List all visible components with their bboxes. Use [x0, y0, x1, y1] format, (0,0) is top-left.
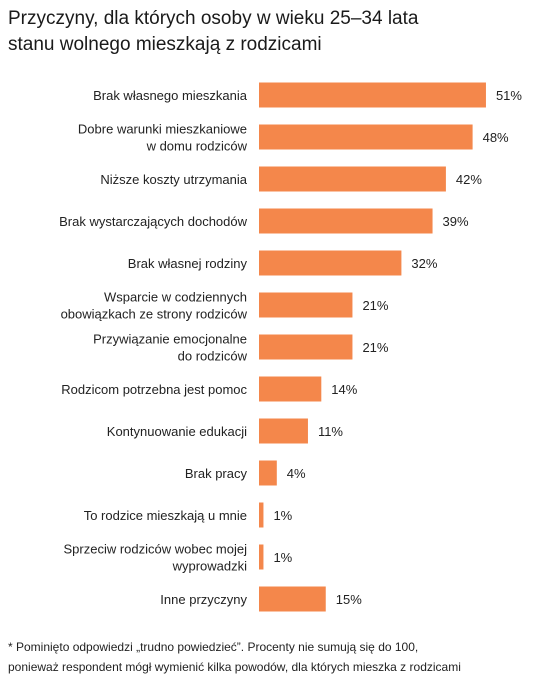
bar-4	[259, 208, 433, 234]
category-label-8: Rodzicom potrzebna jest pomoc	[61, 382, 247, 397]
category-label-line: Kontynuowanie edukacji	[107, 424, 247, 439]
bar-6	[259, 292, 353, 318]
data-label-6: 21%	[362, 298, 388, 313]
category-label-2: Dobre warunki mieszkaniowe w domu rodzicó…	[78, 122, 248, 154]
bar-11	[259, 502, 264, 528]
category-label-1: Brak własnego mieszkania	[93, 88, 248, 103]
data-label-3: 42%	[456, 172, 482, 187]
chart-title: Przyczyny, dla których osoby w wieku 25–…	[8, 6, 528, 58]
category-label-4: Brak wystarczających dochodów	[59, 214, 247, 229]
bar-12	[259, 544, 264, 570]
category-label-line: Dobre warunki mieszkaniowe	[78, 122, 247, 137]
category-label-5: Brak własnej rodziny	[128, 256, 248, 271]
category-label-11: To rodzice mieszkają u mnie	[84, 508, 247, 523]
data-label-1: 51%	[496, 88, 522, 103]
category-label-line: To rodzice mieszkają u mnie	[84, 508, 247, 523]
footnote: * Pominięto odpowiedzi „trudno powiedzie…	[8, 637, 530, 677]
data-label-8: 14%	[331, 382, 357, 397]
data-label-10: 4%	[287, 466, 306, 481]
category-label-line: w domu rodziców	[146, 139, 248, 154]
footnote-line-1: * Pominięto odpowiedzi „trudno powiedzie…	[8, 640, 419, 654]
category-label-7: Przywiązanie emocjonalne do rodziców	[93, 332, 248, 364]
data-label-11: 1%	[273, 508, 292, 523]
data-label-7: 21%	[362, 340, 388, 355]
data-label-12: 1%	[273, 550, 292, 565]
category-label-13: Inne przyczyny	[160, 592, 247, 607]
category-label-9: Kontynuowanie edukacji	[107, 424, 247, 439]
bar-8	[259, 376, 322, 402]
data-label-5: 32%	[411, 256, 437, 271]
category-label-line: do rodziców	[178, 349, 248, 364]
bar-13	[259, 586, 326, 612]
footnote-line-2: ponieważ respondent mógł wymienić kilka …	[8, 660, 461, 674]
category-label-line: Brak wystarczających dochodów	[59, 214, 247, 229]
category-label-10: Brak pracy	[185, 466, 248, 481]
bar-9	[259, 418, 308, 444]
bar-10	[259, 460, 277, 486]
category-label-line: obowiązkach ze strony rodziców	[61, 307, 248, 322]
category-label-line: Wsparcie w codziennych	[104, 290, 247, 305]
category-label-line: Niższe koszty utrzymania	[100, 172, 247, 187]
category-label-line: Brak pracy	[185, 466, 248, 481]
category-label-line: Brak własnej rodziny	[128, 256, 248, 271]
chart-title-line-2: stanu wolnego mieszkają z rodzicami	[8, 34, 322, 55]
data-label-13: 15%	[336, 592, 362, 607]
data-label-2: 48%	[483, 130, 509, 145]
data-label-4: 39%	[443, 214, 469, 229]
data-label-9: 11%	[318, 424, 343, 439]
category-label-12: Sprzeciw rodziców wobec mojej wyprowadzki	[63, 542, 247, 574]
category-label-3: Niższe koszty utrzymania	[100, 172, 247, 187]
category-label-line: Inne przyczyny	[160, 592, 247, 607]
bar-2	[259, 124, 473, 150]
chart-title-line-1: Przyczyny, dla których osoby w wieku 25–…	[8, 8, 419, 29]
category-label-line: Brak własnego mieszkania	[93, 88, 248, 103]
category-label-line: Przywiązanie emocjonalne	[93, 332, 247, 347]
bar-3	[259, 166, 446, 192]
bar-7	[259, 334, 353, 360]
bar-5	[259, 250, 402, 276]
category-label-line: Sprzeciw rodziców wobec mojej	[63, 542, 247, 557]
category-label-6: Wsparcie w codziennych obowiązkach ze str…	[61, 290, 248, 322]
category-label-line: wyprowadzki	[172, 559, 248, 574]
category-label-line: Rodzicom potrzebna jest pomoc	[61, 382, 247, 397]
bar-1	[259, 82, 486, 108]
